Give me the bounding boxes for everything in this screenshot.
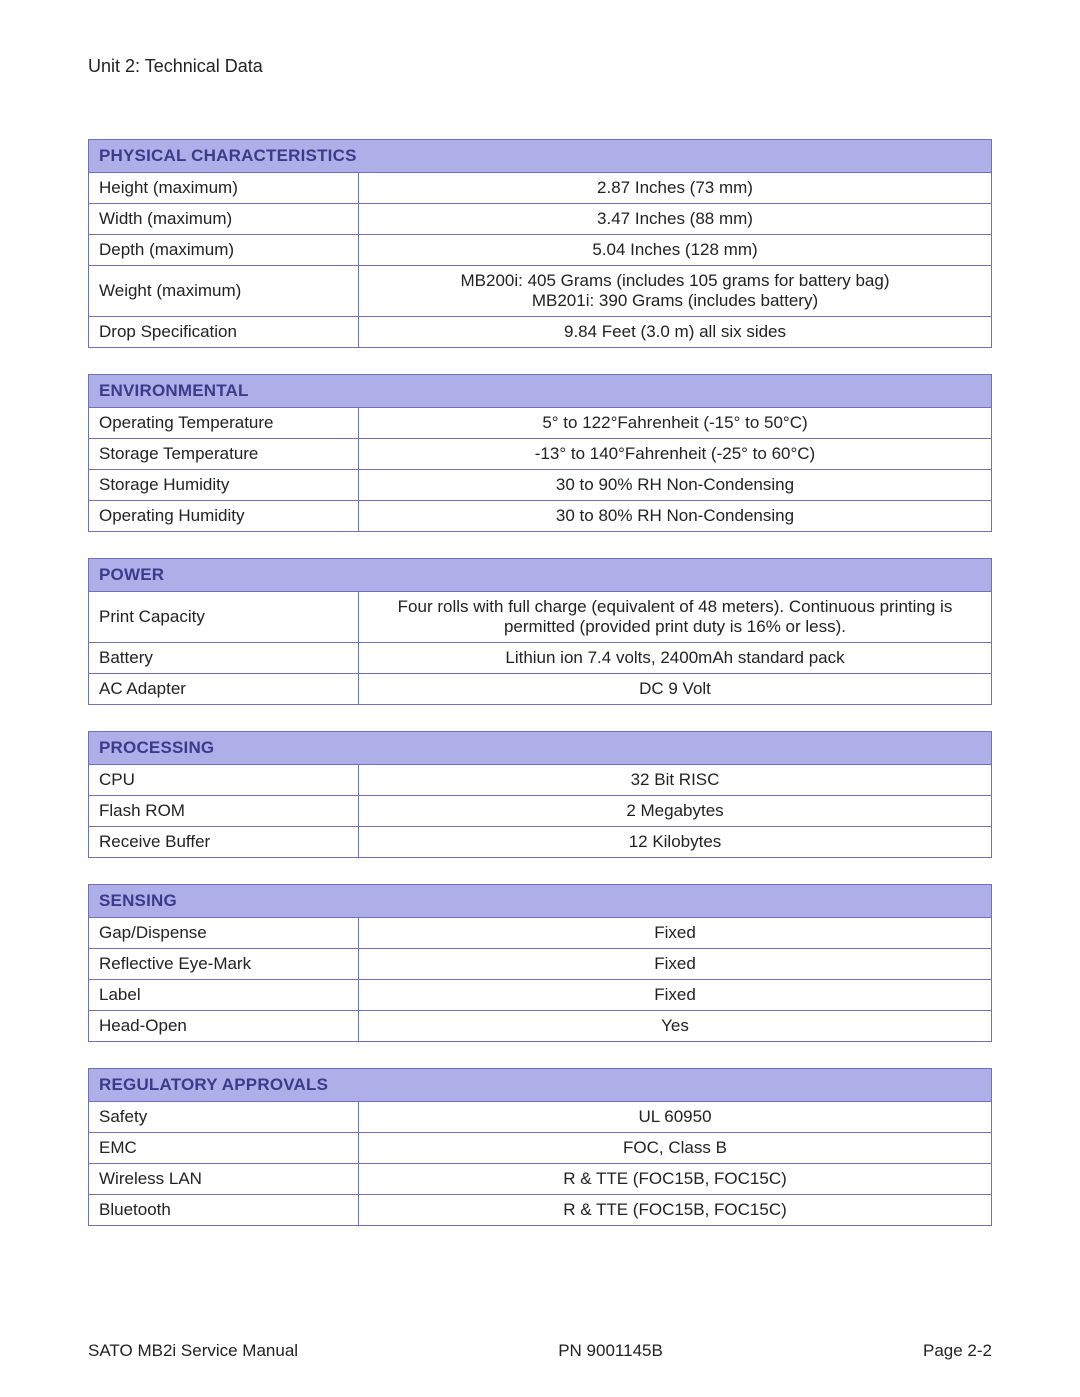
spec-label: CPU — [89, 765, 359, 796]
spec-value: MB200i: 405 Grams (includes 105 grams fo… — [359, 266, 992, 317]
spec-value: 5° to 122°Fahrenheit (-15° to 50°C) — [359, 408, 992, 439]
section-header: PHYSICAL CHARACTERISTICS — [89, 140, 992, 173]
table-row: Receive Buffer12 Kilobytes — [89, 827, 992, 858]
table-row: Operating Humidity30 to 80% RH Non-Conde… — [89, 501, 992, 532]
spec-value: -13° to 140°Fahrenheit (-25° to 60°C) — [359, 439, 992, 470]
spec-label: Wireless LAN — [89, 1164, 359, 1195]
spec-value: 30 to 90% RH Non-Condensing — [359, 470, 992, 501]
spec-label: Label — [89, 980, 359, 1011]
spec-value: FOC, Class B — [359, 1133, 992, 1164]
table-row: SafetyUL 60950 — [89, 1102, 992, 1133]
table-row: Print CapacityFour rolls with full charg… — [89, 592, 992, 643]
spec-label: Print Capacity — [89, 592, 359, 643]
spec-value: Four rolls with full charge (equivalent … — [359, 592, 992, 643]
spec-label: Bluetooth — [89, 1195, 359, 1226]
spec-table: PHYSICAL CHARACTERISTICSHeight (maximum)… — [88, 139, 992, 348]
section-header: POWER — [89, 559, 992, 592]
spec-label: Receive Buffer — [89, 827, 359, 858]
table-row: Wireless LANR & TTE (FOC15B, FOC15C) — [89, 1164, 992, 1195]
spec-label: Flash ROM — [89, 796, 359, 827]
page: Unit 2: Technical Data PHYSICAL CHARACTE… — [0, 0, 1080, 1397]
spec-value: Fixed — [359, 980, 992, 1011]
footer-right: Page 2-2 — [923, 1341, 992, 1361]
spec-table: PROCESSINGCPU32 Bit RISCFlash ROM2 Megab… — [88, 731, 992, 858]
table-row: Width (maximum)3.47 Inches (88 mm) — [89, 204, 992, 235]
spec-label: Height (maximum) — [89, 173, 359, 204]
spec-label: Width (maximum) — [89, 204, 359, 235]
spec-value: R & TTE (FOC15B, FOC15C) — [359, 1195, 992, 1226]
page-title: Unit 2: Technical Data — [88, 56, 992, 77]
spec-label: Head-Open — [89, 1011, 359, 1042]
spec-value: 3.47 Inches (88 mm) — [359, 204, 992, 235]
table-row: BluetoothR & TTE (FOC15B, FOC15C) — [89, 1195, 992, 1226]
section-header: PROCESSING — [89, 732, 992, 765]
spec-value: Lithiun ion 7.4 volts, 2400mAh standard … — [359, 643, 992, 674]
spec-label: EMC — [89, 1133, 359, 1164]
table-row: Storage Humidity30 to 90% RH Non-Condens… — [89, 470, 992, 501]
section-header: SENSING — [89, 885, 992, 918]
spec-label: Depth (maximum) — [89, 235, 359, 266]
spec-label: Storage Temperature — [89, 439, 359, 470]
spec-value: 2.87 Inches (73 mm) — [359, 173, 992, 204]
table-row: Drop Specification9.84 Feet (3.0 m) all … — [89, 317, 992, 348]
spec-label: Drop Specification — [89, 317, 359, 348]
spec-value: R & TTE (FOC15B, FOC15C) — [359, 1164, 992, 1195]
table-row: Weight (maximum)MB200i: 405 Grams (inclu… — [89, 266, 992, 317]
table-row: Operating Temperature5° to 122°Fahrenhei… — [89, 408, 992, 439]
spec-value: 5.04 Inches (128 mm) — [359, 235, 992, 266]
spec-label: Gap/Dispense — [89, 918, 359, 949]
tables-container: PHYSICAL CHARACTERISTICSHeight (maximum)… — [88, 139, 992, 1226]
spec-value: 30 to 80% RH Non-Condensing — [359, 501, 992, 532]
page-footer: SATO MB2i Service Manual PN 9001145B Pag… — [88, 1341, 992, 1361]
table-row: Storage Temperature-13° to 140°Fahrenhei… — [89, 439, 992, 470]
table-row: LabelFixed — [89, 980, 992, 1011]
footer-center: PN 9001145B — [558, 1341, 663, 1361]
spec-value: 12 Kilobytes — [359, 827, 992, 858]
spec-label: Reflective Eye-Mark — [89, 949, 359, 980]
spec-value: 9.84 Feet (3.0 m) all six sides — [359, 317, 992, 348]
spec-label: Storage Humidity — [89, 470, 359, 501]
table-row: Head-OpenYes — [89, 1011, 992, 1042]
spec-value: Fixed — [359, 918, 992, 949]
spec-value: Fixed — [359, 949, 992, 980]
section-header: REGULATORY APPROVALS — [89, 1069, 992, 1102]
spec-label: Safety — [89, 1102, 359, 1133]
spec-label: Operating Humidity — [89, 501, 359, 532]
table-row: Flash ROM2 Megabytes — [89, 796, 992, 827]
table-row: Gap/DispenseFixed — [89, 918, 992, 949]
footer-left: SATO MB2i Service Manual — [88, 1341, 298, 1361]
spec-label: Battery — [89, 643, 359, 674]
spec-value: Yes — [359, 1011, 992, 1042]
spec-label: Operating Temperature — [89, 408, 359, 439]
table-row: AC AdapterDC 9 Volt — [89, 674, 992, 705]
spec-table: ENVIRONMENTALOperating Temperature5° to … — [88, 374, 992, 532]
spec-table: REGULATORY APPROVALSSafetyUL 60950EMCFOC… — [88, 1068, 992, 1226]
table-row: Depth (maximum)5.04 Inches (128 mm) — [89, 235, 992, 266]
table-row: BatteryLithiun ion 7.4 volts, 2400mAh st… — [89, 643, 992, 674]
spec-value: UL 60950 — [359, 1102, 992, 1133]
table-row: CPU32 Bit RISC — [89, 765, 992, 796]
spec-value: 32 Bit RISC — [359, 765, 992, 796]
table-row: Reflective Eye-MarkFixed — [89, 949, 992, 980]
table-row: EMCFOC, Class B — [89, 1133, 992, 1164]
spec-table: POWERPrint CapacityFour rolls with full … — [88, 558, 992, 705]
table-row: Height (maximum)2.87 Inches (73 mm) — [89, 173, 992, 204]
spec-table: SENSINGGap/DispenseFixedReflective Eye-M… — [88, 884, 992, 1042]
spec-value: 2 Megabytes — [359, 796, 992, 827]
spec-label: AC Adapter — [89, 674, 359, 705]
spec-value: DC 9 Volt — [359, 674, 992, 705]
spec-label: Weight (maximum) — [89, 266, 359, 317]
section-header: ENVIRONMENTAL — [89, 375, 992, 408]
